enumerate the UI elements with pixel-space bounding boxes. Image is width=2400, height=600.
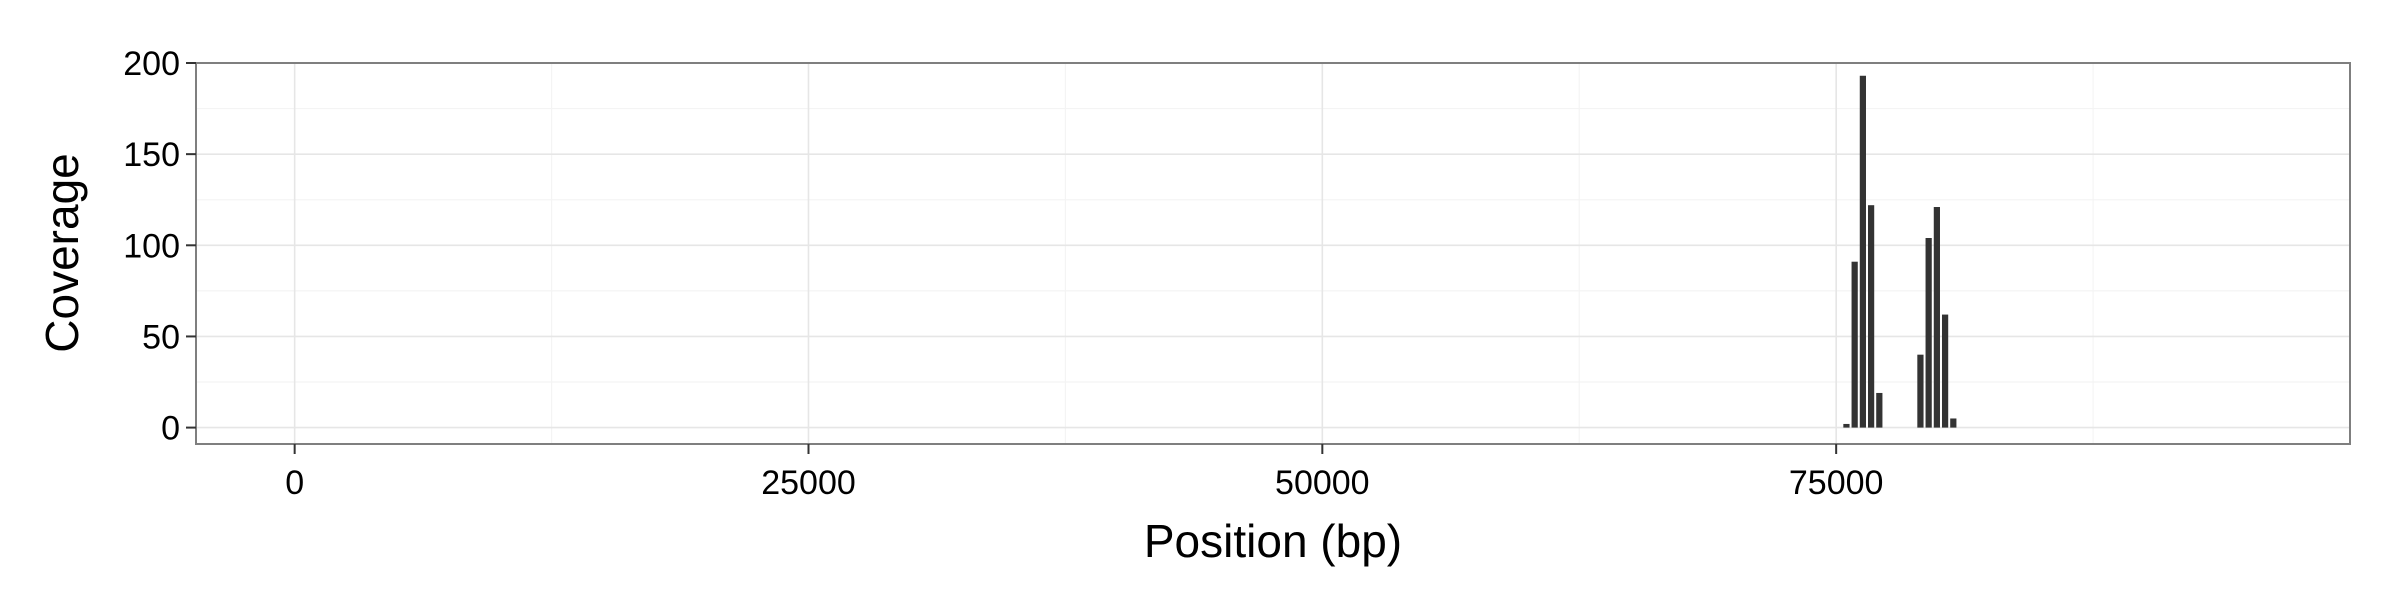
bar	[1859, 75, 1866, 428]
y-tick-label: 200	[123, 45, 180, 83]
y-tick-label: 100	[123, 227, 180, 265]
x-tick-label: 50000	[1275, 464, 1370, 502]
bar	[1917, 354, 1924, 428]
x-axis-title: Position (bp)	[1144, 515, 1402, 567]
bar	[1843, 423, 1850, 428]
bar	[1933, 207, 1940, 428]
plot-panel	[196, 63, 2350, 444]
y-tick-label: 150	[123, 136, 180, 174]
bar	[1925, 238, 1932, 428]
x-tick-label: 75000	[1789, 464, 1884, 502]
minor-gridlines	[196, 63, 2350, 444]
bar	[1851, 261, 1858, 428]
x-axis: 0 25000 50000 75000	[285, 444, 1883, 502]
y-axis: 0 50 100 150 200	[123, 45, 196, 448]
bar	[1941, 314, 1949, 428]
x-tick-label: 25000	[761, 464, 856, 502]
bar	[1950, 418, 1957, 428]
x-tick-label: 0	[285, 464, 304, 502]
y-axis-title: Coverage	[36, 153, 88, 352]
plot-border	[195, 62, 2351, 445]
bars	[1843, 75, 1957, 428]
y-tick-label: 0	[161, 410, 180, 448]
bar	[1876, 392, 1883, 428]
y-tick-label: 50	[142, 318, 180, 356]
bar	[1867, 205, 1875, 428]
